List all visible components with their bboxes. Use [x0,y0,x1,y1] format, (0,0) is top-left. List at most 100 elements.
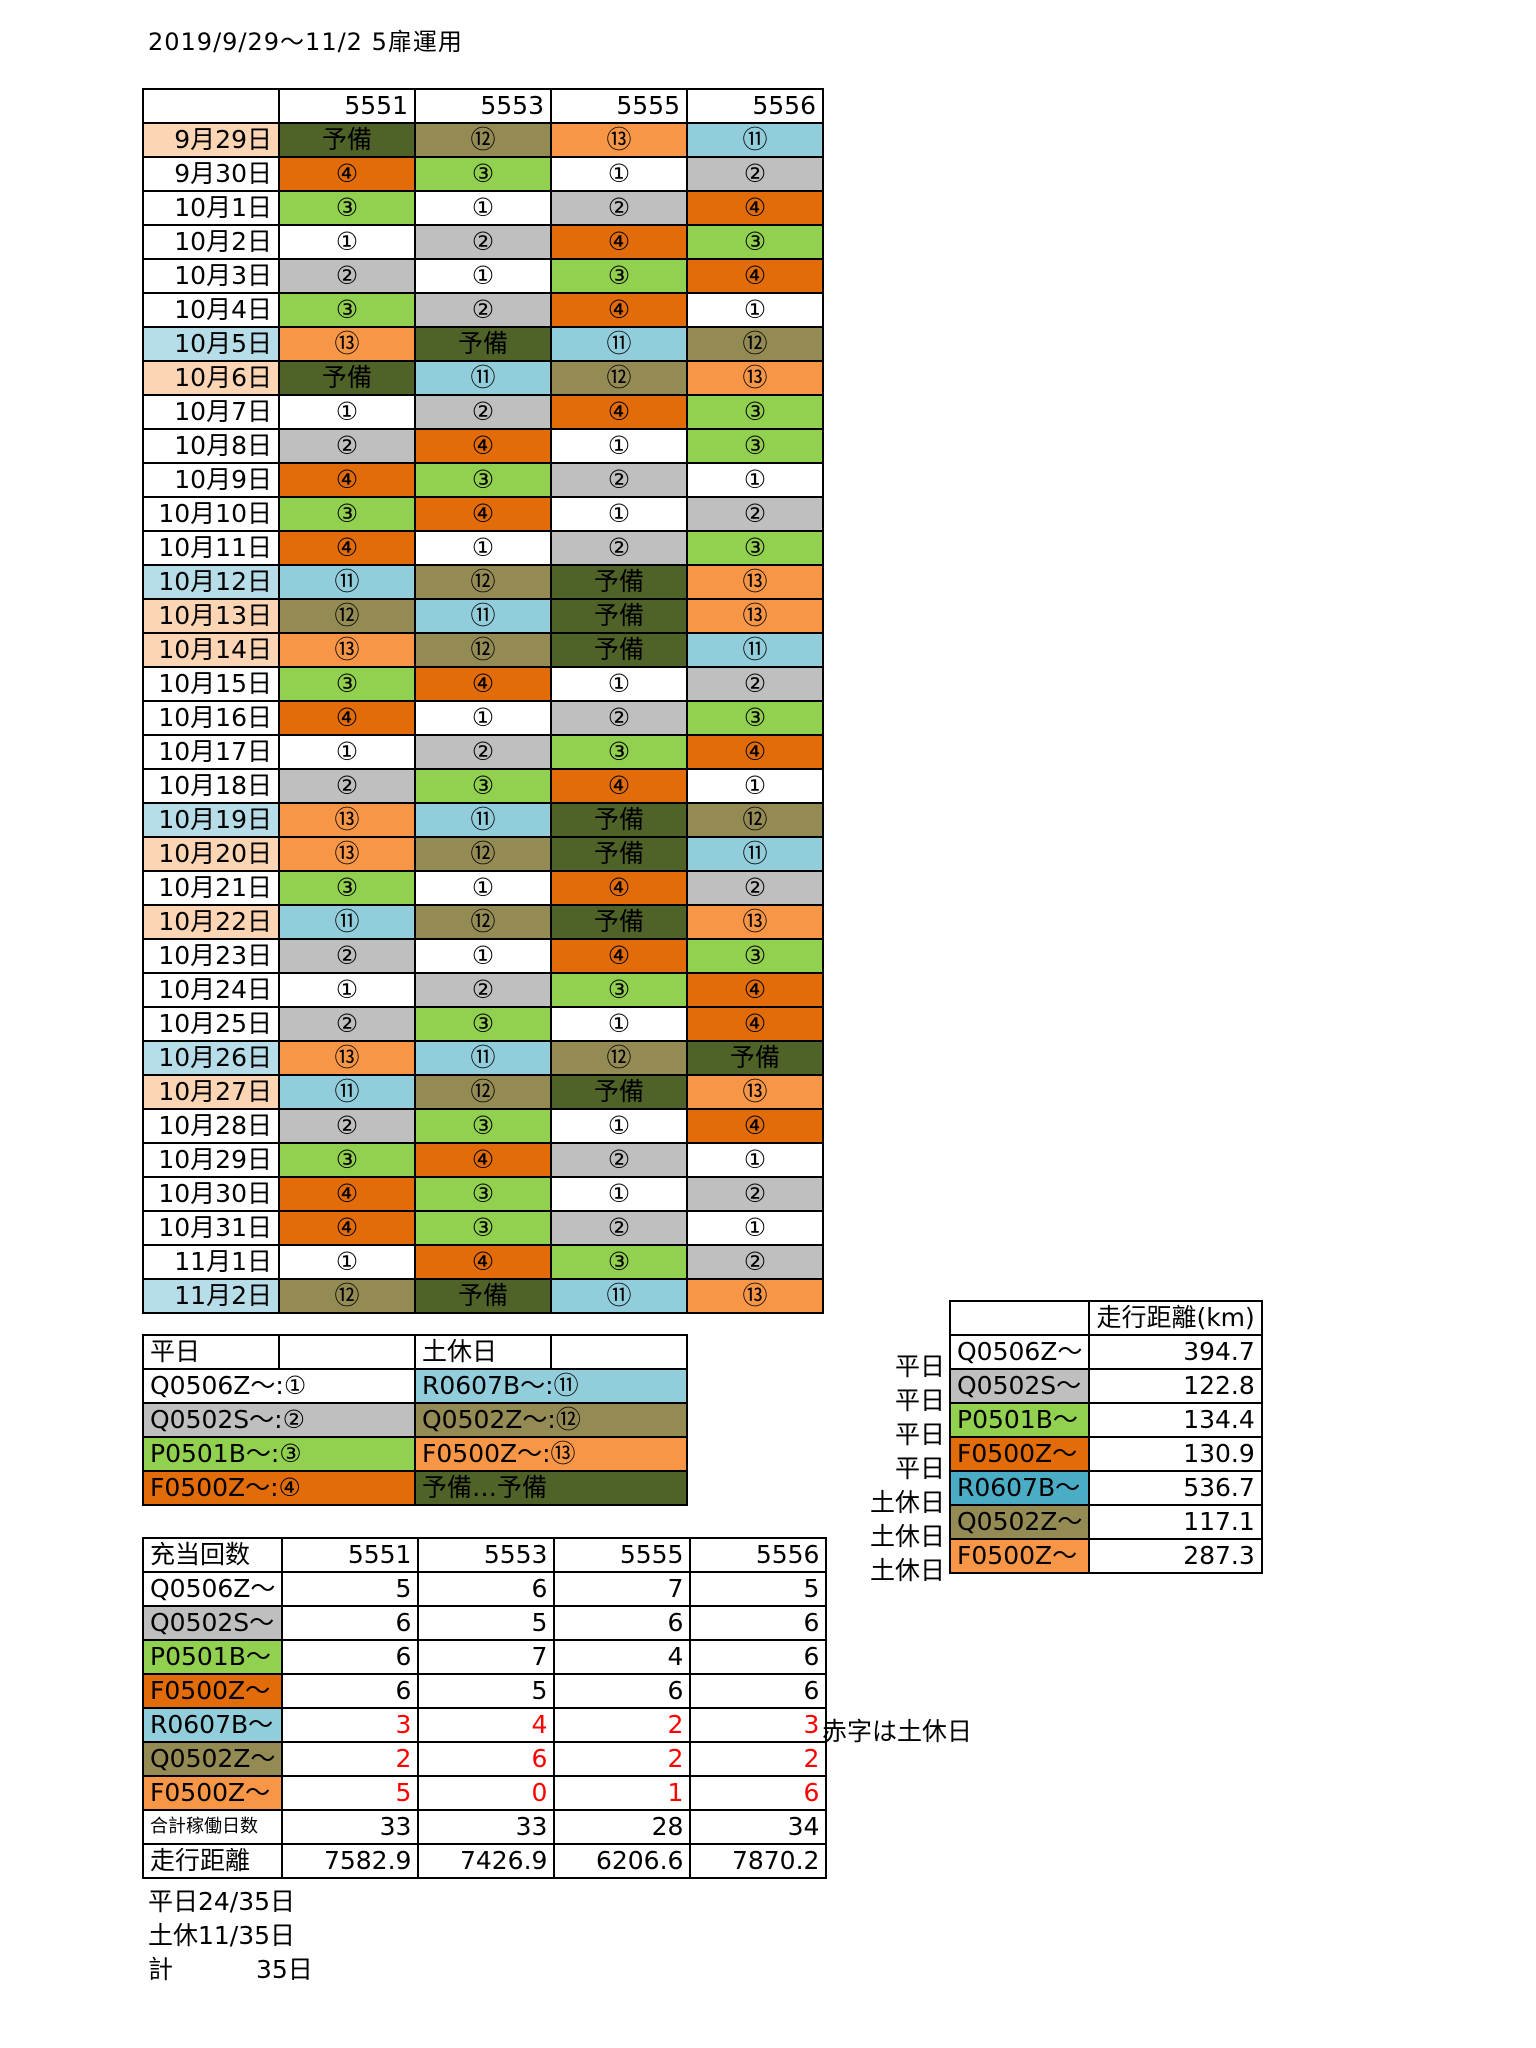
assignment-cell: ② [686,1244,824,1280]
assignment-cell: ③ [550,258,688,294]
date-cell: 10月29日 [142,1142,280,1178]
assignment-cell: ③ [278,1142,416,1178]
assignment-cell: ⑬ [686,1074,824,1110]
date-cell: 9月30日 [142,156,280,192]
assignment-cell: ⑫ [278,598,416,634]
counts-label: P0501B～ [141,1639,284,1675]
assignment-cell: ② [414,394,552,430]
legend-weekday-item: F0500Z～:④ [142,1470,416,1506]
assignment-cell: ⑫ [414,836,552,872]
assignment-cell: ① [550,156,688,192]
legend-table: 平日 土休日 Q0506Z～:① R0607B～:⑪ Q0502S～:② Q0502Z～:… [142,1334,688,1506]
distances-value: 7582.9 [281,1843,420,1879]
assignment-cell: ① [686,292,824,328]
counts-value: 5 [417,1605,556,1641]
assignment-cell: ① [414,190,552,226]
table-row: 10月30日 ④ ③ ① ② [142,1176,824,1212]
assignment-cell: ④ [278,700,416,736]
table-row: 10月12日 ⑪ ⑫ 予備 ⑬ [142,564,824,600]
table-row: 10月20日 ⑬ ⑫ 予備 ⑪ [142,836,824,872]
counts-table: 充当回数 5551 5553 5555 5556 Q0506Z～ 5 6 7 5 Q0502S～ 6 5… [141,1537,828,1879]
assignment-cell: ② [550,1142,688,1178]
distance-code: Q0506Z～ [948,1334,1091,1370]
assignment-cell: ⑫ [414,904,552,940]
assignment-cell: ⑪ [278,904,416,940]
assignment-cell: ② [550,700,688,736]
distance-row: F0500Z～ 287.3 [948,1538,1263,1574]
table-row: 10月11日 ④ ① ② ③ [142,530,824,566]
legend-weekday-item: P0501B～:③ [142,1436,416,1472]
assignment-cell: ② [414,972,552,1008]
distance-row: Q0506Z～ 394.7 [948,1334,1263,1370]
date-cell: 10月31日 [142,1210,280,1246]
assignment-cell: ④ [686,258,824,294]
date-cell: 10月8日 [142,428,280,464]
assignment-cell: ② [686,496,824,532]
table-row: 10月4日 ③ ② ④ ① [142,292,824,328]
table-row: 10月22日 ⑪ ⑫ 予備 ⑬ [142,904,824,940]
distance-table: 走行距離(km) Q0506Z～ 394.7 Q0502S～ 122.8 P0501B～ 1… [948,1300,1263,1574]
assignment-cell: ④ [414,1142,552,1178]
distance-km: 134.4 [1088,1402,1263,1438]
counts-value: 6 [417,1741,556,1777]
table-row: 10月28日 ② ③ ① ④ [142,1108,824,1144]
date-cell: 10月19日 [142,802,280,838]
counts-column-header: 充当回数 [141,1537,284,1573]
assignment-cell: ② [414,224,552,260]
distance-day-label: 平日 [894,1386,945,1415]
assignment-cell: ③ [550,734,688,770]
table-row: 10月9日 ④ ③ ② ① [142,462,824,498]
header-row: 5551 5553 5555 5556 [142,88,824,124]
date-cell: 10月27日 [142,1074,280,1110]
distance-header-blank [948,1300,1091,1336]
table-row: 10月8日 ② ④ ① ③ [142,428,824,464]
assignment-cell: ④ [686,1108,824,1144]
assignment-cell: ④ [686,1006,824,1042]
counts-value: 6 [281,1639,420,1675]
assignment-cell: 予備 [686,1040,824,1076]
assignment-cell: ④ [414,428,552,464]
distance-code: R0607B～ [948,1470,1091,1506]
assignment-cell: ① [414,870,552,906]
counts-value: 6 [417,1571,556,1607]
distance-day-label: 平日 [894,1352,945,1381]
date-cell: 10月20日 [142,836,280,872]
assignment-cell: ⑫ [686,802,824,838]
assignment-cell: ④ [414,666,552,702]
date-cell: 10月24日 [142,972,280,1008]
distance-row: R0607B～ 536.7 [948,1470,1263,1506]
table-row: 10月18日 ② ③ ④ ① [142,768,824,804]
assignment-cell: ② [414,734,552,770]
distance-day-label: 土休日 [869,1488,945,1517]
table-row: 10月24日 ① ② ③ ④ [142,972,824,1008]
date-cell: 10月12日 [142,564,280,600]
assignment-cell: ② [550,530,688,566]
table-row: 10月16日 ④ ① ② ③ [142,700,824,736]
assignment-cell: ⑫ [414,122,552,158]
assignment-cell: ② [278,428,416,464]
counts-column-header: 5555 [553,1537,692,1573]
assignment-cell: ② [550,190,688,226]
table-row: 10月10日 ③ ④ ① ② [142,496,824,532]
assignment-cell: ③ [414,768,552,804]
counts-value: 0 [417,1775,556,1811]
date-cell: 10月10日 [142,496,280,532]
assignment-cell: ④ [550,768,688,804]
legend-header-row: 平日 土休日 [142,1334,688,1370]
distance-row: Q0502S～ 122.8 [948,1368,1263,1404]
counts-value: 5 [417,1673,556,1709]
table-row: 10月31日 ④ ③ ② ① [142,1210,824,1246]
date-cell: 10月28日 [142,1108,280,1144]
assignment-cell: ⑫ [414,632,552,668]
assignment-cell: ⑫ [278,1278,416,1314]
assignment-cell: ⑪ [278,1074,416,1110]
assignment-cell: 予備 [550,904,688,940]
assignment-cell: ④ [278,530,416,566]
assignment-cell: ⑬ [686,598,824,634]
assignment-cell: ③ [414,1176,552,1212]
totals-value: 28 [553,1809,692,1845]
assignment-cell: ① [414,700,552,736]
date-cell: 10月16日 [142,700,280,736]
distance-header: 走行距離(km) [1088,1300,1263,1336]
counts-value: 7 [417,1639,556,1675]
